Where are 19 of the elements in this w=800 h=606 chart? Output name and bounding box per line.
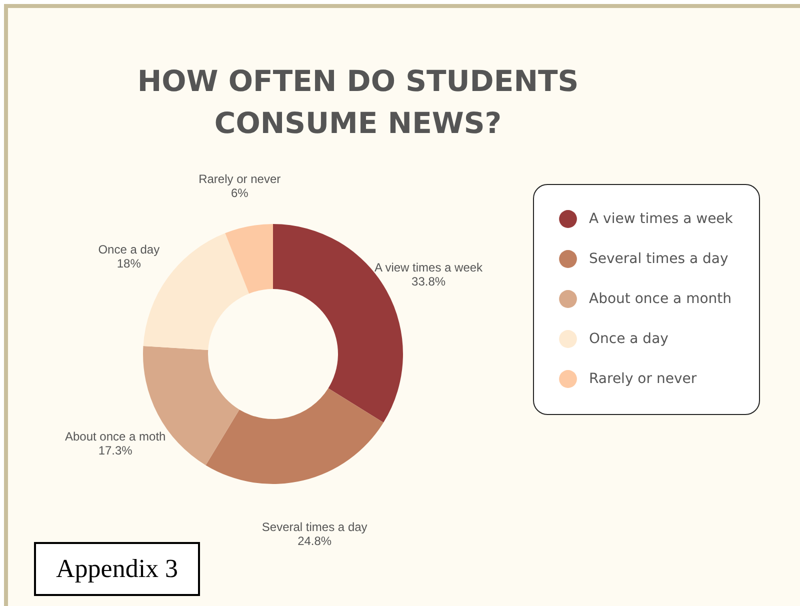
chart-title: HOW OFTEN DO STUDENTS CONSUME NEWS?	[136, 63, 580, 142]
donut-slice	[206, 388, 384, 484]
legend-label: A view times a week	[589, 211, 734, 227]
data-label: 33.8%	[412, 274, 446, 288]
donut-slice	[225, 224, 273, 294]
legend-label: Several times a day	[589, 251, 728, 267]
slice-label: Once a day	[98, 242, 160, 257]
legend-label: Rarely or never	[589, 371, 697, 387]
slice-label: Several times a day	[262, 520, 368, 534]
text: Appendix 3	[34, 542, 200, 596]
text: About once a moth	[64, 430, 166, 444]
slice-label: Rarely or never	[198, 172, 281, 186]
slice-label: A view times a week	[374, 260, 484, 274]
legend-label: Once a day	[589, 331, 668, 347]
data-label: 6%	[230, 186, 249, 200]
data-label: 18%	[116, 256, 142, 271]
data-label: 17.3%	[98, 444, 133, 458]
data-label: 24.8%	[298, 534, 332, 548]
legend-label: About once a month	[589, 291, 732, 307]
